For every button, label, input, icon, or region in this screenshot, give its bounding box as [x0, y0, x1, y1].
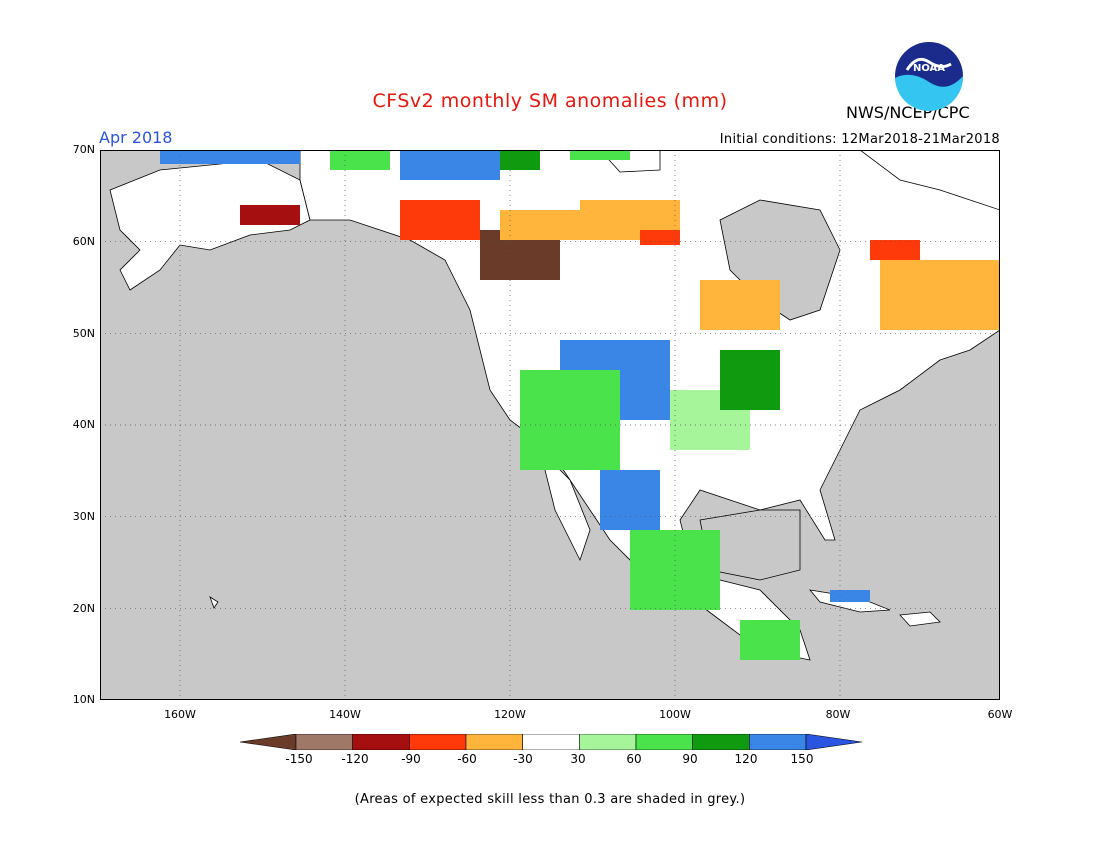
anomaly-cell — [240, 205, 300, 225]
noaa-logo: NOAA — [895, 42, 964, 111]
hawaii-island — [209, 596, 219, 609]
alaska-land — [109, 159, 311, 291]
footnote: (Areas of expected skill less than 0.3 a… — [354, 792, 746, 807]
anomaly-patches — [160, 150, 1000, 660]
colorbar-arrow-high — [805, 734, 862, 750]
colorbar-swatch — [692, 734, 750, 750]
colorbar-label: -30 — [513, 752, 533, 766]
forecast-month: Apr 2018 — [99, 128, 173, 147]
colorbar-swatch — [579, 734, 637, 750]
lat-label: 20N — [72, 602, 95, 615]
anomaly-cell — [520, 370, 620, 470]
colorbar-label: -90 — [401, 752, 421, 766]
anomaly-cell — [720, 350, 780, 410]
colorbar-label: 120 — [734, 752, 758, 766]
anomaly-cell — [740, 620, 800, 660]
anomaly-cell — [870, 240, 920, 260]
lat-label: 30N — [72, 510, 95, 523]
initial-conditions: Initial conditions: 12Mar2018-21Mar2018 — [719, 132, 1000, 147]
greenland-land — [859, 150, 1000, 211]
colorbar-swatch — [465, 734, 523, 750]
lat-label: 40N — [72, 418, 95, 431]
colorbar-label: -120 — [341, 752, 369, 766]
baja-land — [539, 448, 591, 562]
colorbar — [240, 734, 862, 750]
anomaly-cell — [400, 200, 480, 240]
colorbar-label: -150 — [285, 752, 313, 766]
colorbar-swatch — [522, 734, 580, 750]
colorbar-label: 150 — [790, 752, 814, 766]
anomaly-cell — [160, 150, 300, 164]
colorbar-swatch — [295, 734, 353, 750]
lon-label: 60W — [987, 708, 1013, 721]
lon-label: 160W — [164, 708, 196, 721]
lat-label: 50N — [72, 327, 95, 340]
colorbar-swatch — [352, 734, 410, 750]
lon-label: 120W — [494, 708, 526, 721]
colorbar-label: 90 — [682, 752, 698, 766]
lon-label: 100W — [659, 708, 691, 721]
anomaly-cell — [600, 470, 660, 530]
anomaly-cell — [570, 150, 630, 160]
soil-moisture-map — [100, 150, 1000, 700]
anomaly-cell — [500, 150, 540, 170]
anomaly-cell — [830, 590, 870, 602]
anomaly-cell — [700, 280, 780, 330]
hispaniola-land — [899, 611, 941, 627]
colorbar-swatch — [409, 734, 467, 750]
lat-label: 10N — [72, 693, 95, 706]
graticule — [100, 150, 1000, 700]
lat-label: 70N — [72, 143, 95, 156]
chart-title: CFSv2 monthly SM anomalies (mm) — [372, 90, 728, 112]
colorbar-swatch — [749, 734, 807, 750]
anomaly-cell — [330, 150, 390, 170]
colorbar-label: 30 — [570, 752, 586, 766]
colorbar-arrow-low — [240, 734, 297, 750]
anomaly-cell — [640, 230, 680, 245]
colorbar-swatch — [635, 734, 693, 750]
lon-label: 140W — [329, 708, 361, 721]
noaa-logo-text: NOAA — [913, 63, 945, 74]
colorbar-label: -60 — [457, 752, 477, 766]
lon-label: 80W — [825, 708, 851, 721]
anomaly-cell — [400, 150, 500, 180]
anomaly-cell — [880, 260, 1000, 330]
colorbar-label: 60 — [626, 752, 642, 766]
lat-label: 60N — [72, 235, 95, 248]
